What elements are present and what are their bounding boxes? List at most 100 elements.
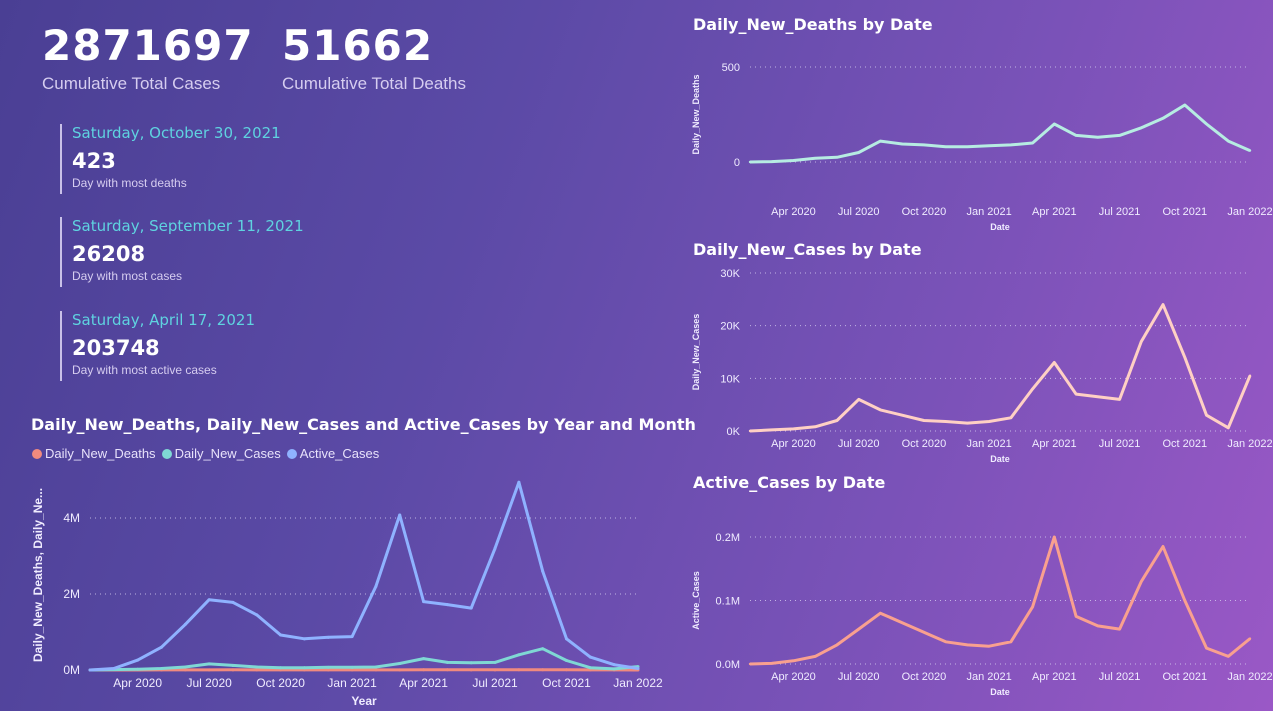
- data-point: [302, 666, 306, 670]
- y-tick-label: 0.0M: [716, 659, 740, 671]
- y-tick-label: 0K: [727, 426, 741, 438]
- data-point: [1161, 117, 1165, 120]
- data-point: [207, 668, 211, 672]
- data-point: [612, 667, 616, 671]
- data-point: [302, 637, 306, 641]
- data-point: [1096, 136, 1100, 139]
- y-axis-label: Daily_New_Deaths, Daily_Ne...: [31, 488, 45, 662]
- data-point: [1161, 303, 1165, 306]
- chart-legend: Daily_New_Deaths Daily_New_Cases Active_…: [32, 446, 379, 461]
- data-point: [159, 666, 163, 670]
- data-point: [207, 662, 211, 666]
- data-point: [350, 665, 354, 669]
- data-point: [987, 420, 991, 423]
- x-tick-label: Apr 2020: [771, 671, 816, 683]
- data-point: [1227, 139, 1230, 143]
- chart-deaths[interactable]: 0 500 Apr 2020 Jul 2020 Oct 2020 Jan 2021 Apr …: [690, 40, 1273, 235]
- data-point: [398, 513, 402, 517]
- series-line: [89, 480, 639, 672]
- data-point: [1053, 122, 1056, 126]
- y-tick-label: 0M: [63, 663, 80, 677]
- data-point: [136, 667, 140, 671]
- data-point: [1031, 141, 1034, 145]
- data-point: [835, 419, 839, 422]
- x-tick-label: Jul 2021: [1099, 206, 1141, 218]
- data-point: [422, 600, 426, 604]
- data-point: [231, 668, 235, 672]
- data-point: [159, 645, 163, 649]
- card-date: Saturday, April 17, 2021: [72, 311, 255, 329]
- data-point: [612, 663, 616, 667]
- x-tick-label: Oct 2020: [256, 676, 305, 690]
- legend-item-deaths[interactable]: Daily_New_Deaths: [32, 446, 156, 461]
- x-tick-label: Apr 2020: [771, 206, 816, 218]
- data-point: [814, 655, 817, 658]
- chart-cases[interactable]: 0K 10K 20K 30K Apr 2020 Jul 2020 Oct 2020 Jan 2…: [690, 262, 1273, 470]
- data-point: [565, 668, 569, 672]
- data-point: [469, 661, 473, 665]
- card-most-cases: Saturday, September 11, 2021 26208 Day w…: [60, 217, 332, 287]
- data-point: [1118, 134, 1121, 137]
- legend-dot: [32, 449, 42, 459]
- legend-item-active[interactable]: Active_Cases: [286, 446, 379, 461]
- x-tick-label: Oct 2020: [902, 206, 947, 218]
- data-point: [183, 622, 187, 626]
- card-label: Day with most cases: [72, 269, 183, 283]
- data-point: [900, 414, 904, 417]
- data-point: [422, 657, 426, 661]
- data-point: [987, 144, 991, 148]
- data-point: [857, 398, 860, 401]
- data-point: [1183, 103, 1186, 107]
- series-line: [749, 103, 1251, 164]
- chart-monthly[interactable]: 0M 2M 4M Apr 2020 Jul 2020 Oct 2020 Jan 2021 Ap…: [0, 470, 665, 711]
- data-point: [1031, 605, 1034, 609]
- x-tick-label: Apr 2020: [771, 438, 816, 450]
- data-point: [879, 612, 882, 615]
- data-point: [398, 668, 402, 672]
- x-tick-label: Jan 2021: [966, 438, 1011, 450]
- x-tick-label: Jul 2020: [186, 676, 232, 690]
- x-tick-label: Oct 2021: [1162, 671, 1207, 683]
- card-value: 423: [72, 149, 116, 173]
- x-tick-label: Jan 2021: [327, 676, 377, 690]
- data-point: [1118, 398, 1121, 401]
- data-point: [279, 666, 283, 670]
- x-tick-label: Apr 2021: [399, 676, 448, 690]
- y-tick-label: 500: [722, 62, 740, 74]
- kpi-total-deaths: 51662 Cumulative Total Deaths: [282, 22, 466, 94]
- data-point: [183, 668, 187, 672]
- data-point: [445, 668, 449, 672]
- y-tick-label: 4M: [63, 511, 80, 525]
- data-point: [112, 666, 116, 670]
- data-point: [231, 600, 235, 604]
- data-point: [1009, 416, 1013, 420]
- x-axis-label: Date: [990, 454, 1010, 464]
- data-point: [748, 429, 752, 433]
- x-tick-label: Apr 2021: [1032, 206, 1077, 218]
- data-point: [207, 598, 211, 602]
- data-point: [792, 427, 795, 431]
- data-point: [944, 640, 947, 643]
- data-point: [1140, 340, 1143, 343]
- data-point: [374, 584, 378, 588]
- x-tick-label: Apr 2020: [113, 676, 162, 690]
- x-tick-label: Jul 2021: [1099, 671, 1141, 683]
- x-tick-label: Jan 2021: [966, 206, 1011, 218]
- kpi-value: 51662: [282, 21, 434, 70]
- data-point: [1248, 374, 1252, 377]
- chart-title-monthly: Daily_New_Deaths, Daily_New_Cases and Ac…: [31, 415, 696, 434]
- card-label: Day with most active cases: [72, 363, 217, 377]
- kpi-label: Cumulative Total Deaths: [282, 74, 466, 93]
- chart-active[interactable]: 0.0M 0.1M 0.2M Apr 2020 Jul 2020 Oct 2020 Jan …: [690, 500, 1273, 705]
- data-point: [922, 419, 926, 422]
- data-point: [565, 659, 569, 662]
- data-point: [1031, 387, 1034, 391]
- data-point: [1183, 599, 1186, 602]
- y-tick-label: 0.1M: [716, 596, 740, 608]
- data-point: [1074, 615, 1078, 618]
- x-tick-label: Jul 2021: [1099, 438, 1141, 450]
- data-point: [1205, 414, 1208, 417]
- chart-title-deaths: Daily_New_Deaths by Date: [693, 15, 933, 34]
- data-point: [326, 635, 330, 639]
- legend-item-cases[interactable]: Daily_New_Cases: [161, 446, 281, 461]
